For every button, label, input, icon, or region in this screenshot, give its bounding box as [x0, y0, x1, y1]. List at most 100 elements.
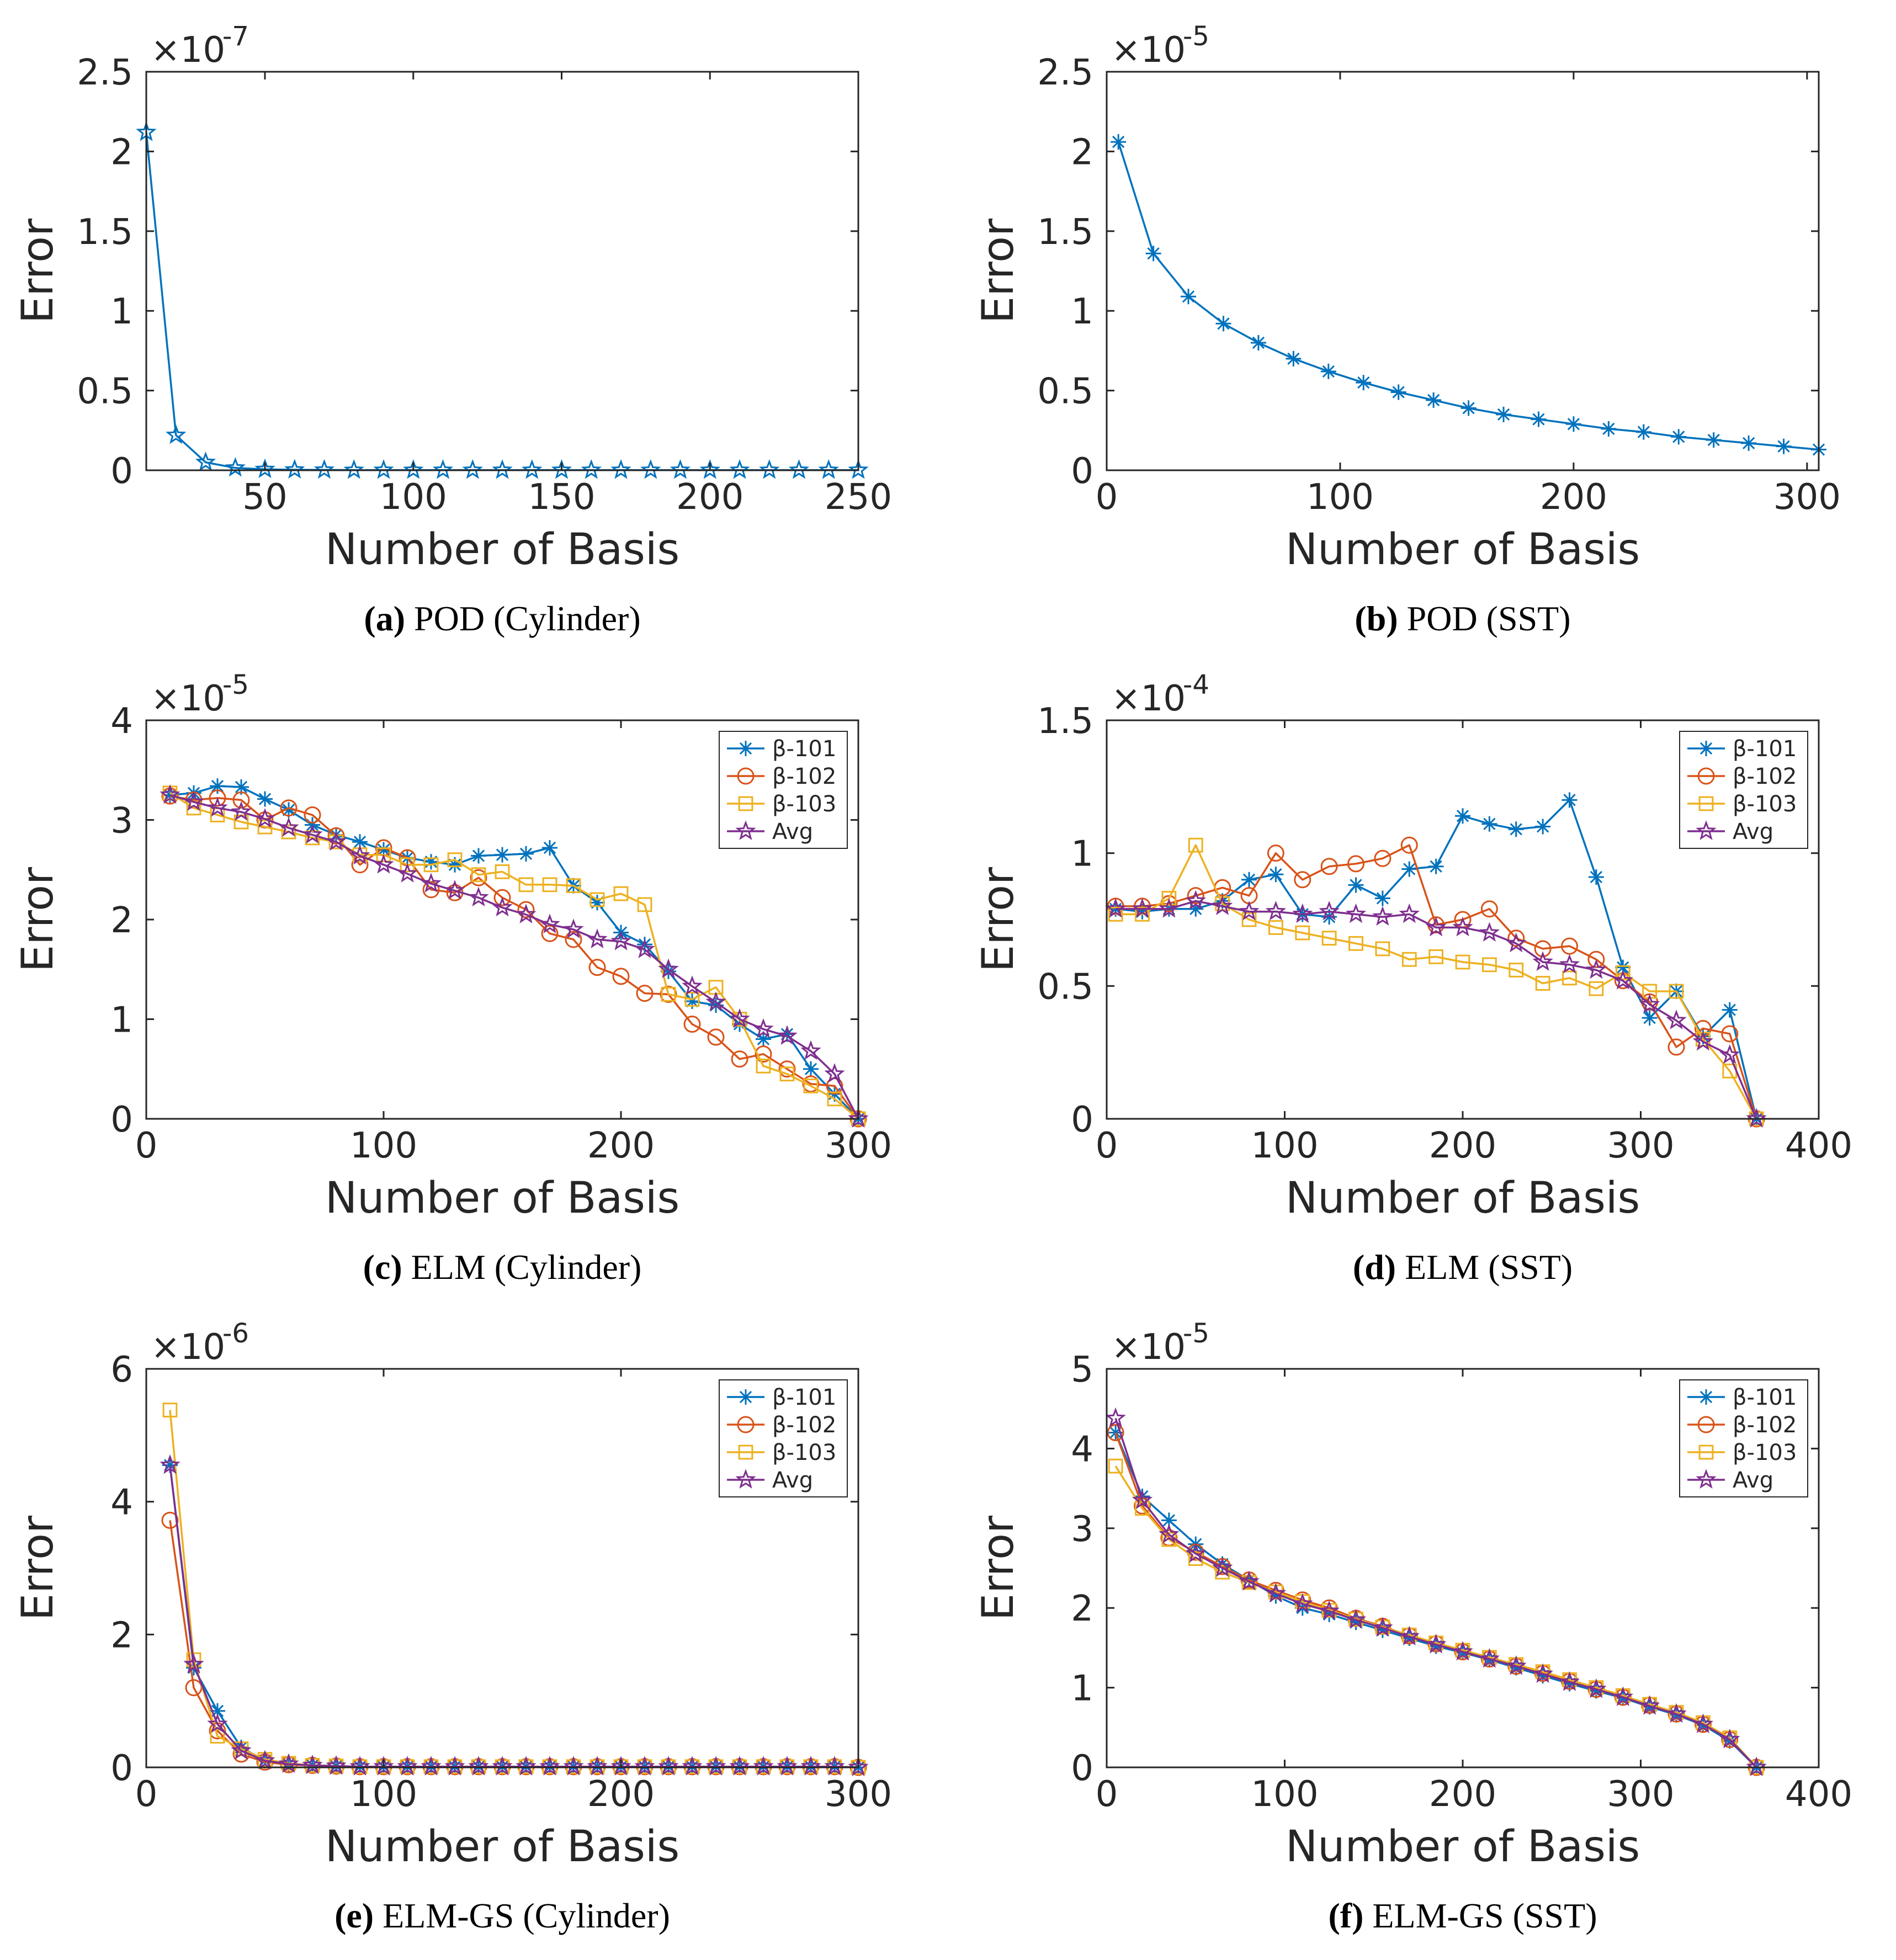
- caption-text: ELM (SST): [1396, 1247, 1573, 1287]
- data-point: [541, 925, 559, 942]
- legend-label: Avg: [1733, 819, 1773, 844]
- data-point: [1321, 931, 1337, 946]
- data-point: [284, 459, 305, 479]
- x-tick-label: 0: [135, 1125, 158, 1166]
- legend-label: Avg: [772, 1468, 813, 1493]
- series-layer: [160, 778, 869, 1128]
- exponent-base: ×10: [151, 1327, 225, 1368]
- data-point: [1531, 411, 1547, 427]
- y-tick-label: 2: [1071, 132, 1093, 173]
- data-point: [1265, 900, 1287, 921]
- data-point: [471, 848, 486, 864]
- data-point: [376, 847, 391, 863]
- legend-marker: [738, 796, 753, 811]
- data-point: [281, 824, 296, 840]
- caption-text: POD (Cylinder): [405, 599, 641, 638]
- data-point: [1559, 1671, 1580, 1691]
- data-point: [373, 459, 394, 479]
- data-point: [1666, 1010, 1687, 1029]
- data-point: [1667, 1038, 1685, 1056]
- series-line: [145, 132, 858, 471]
- caption-letter: (b): [1355, 599, 1398, 638]
- data-point: [1241, 912, 1257, 927]
- y-tick-label: 4: [110, 1483, 133, 1523]
- data-point: [1535, 819, 1551, 835]
- data-point: [373, 854, 394, 874]
- x-tick-label: 300: [1773, 477, 1841, 518]
- data-point: [304, 806, 321, 824]
- data-point: [1135, 906, 1150, 922]
- data-point: [1506, 1655, 1527, 1675]
- series-layer: [1105, 792, 1767, 1128]
- series: [1108, 1425, 1765, 1775]
- data-point: [1455, 808, 1470, 824]
- exponent-base: ×10: [1111, 1327, 1186, 1368]
- data-point: [587, 1756, 608, 1776]
- data-point: [1719, 1728, 1740, 1749]
- data-point: [302, 1754, 323, 1775]
- data-point: [1292, 903, 1313, 923]
- plot-frame: [145, 71, 859, 471]
- data-point: [1694, 1019, 1712, 1037]
- series: [1111, 134, 1826, 458]
- series-line: [1116, 844, 1757, 1119]
- data-point: [1265, 1582, 1287, 1603]
- data-point: [257, 819, 273, 835]
- y-axis-label: Error: [974, 218, 1023, 323]
- data-point: [1185, 1543, 1206, 1563]
- data-point: [1479, 922, 1500, 942]
- legend-marker: [735, 820, 756, 840]
- y-tick-label: 1: [1071, 834, 1093, 875]
- data-point: [447, 852, 463, 868]
- data-point: [1239, 1570, 1260, 1591]
- data-point: [729, 459, 750, 479]
- data-point: [1108, 1458, 1123, 1474]
- legend-marker: [1698, 796, 1714, 811]
- data-point: [1455, 954, 1470, 970]
- x-tick-label: 200: [587, 1774, 655, 1815]
- data-point: [565, 931, 582, 948]
- data-point: [349, 1756, 370, 1776]
- x-tick-label: 300: [825, 1125, 892, 1166]
- data-point: [160, 1454, 180, 1474]
- y-axis-label: Error: [13, 218, 63, 323]
- data-point: [423, 854, 439, 870]
- data-point: [343, 459, 364, 479]
- data-point: [278, 817, 299, 837]
- x-tick-label: 200: [676, 477, 743, 518]
- data-point: [1692, 1713, 1714, 1733]
- y-tick-label: 3: [1071, 1509, 1093, 1550]
- data-point: [684, 992, 700, 1007]
- data-point: [1532, 1663, 1553, 1683]
- legend-label: β-102: [772, 764, 836, 789]
- data-point: [160, 784, 180, 804]
- data-point: [1507, 929, 1525, 947]
- data-point: [444, 1756, 465, 1776]
- tick-layer: 50 100 150 200 250 0 0.5 1 1.5 2 2.5: [77, 52, 892, 518]
- data-point: [729, 1008, 750, 1028]
- legend-marker: [738, 1444, 753, 1460]
- series-line: [1116, 844, 1757, 1119]
- x-axis-label: Number of Basis: [1286, 1822, 1640, 1872]
- exponent-power: -5: [1183, 21, 1209, 52]
- data-point: [1481, 816, 1497, 832]
- data-point: [1105, 1407, 1126, 1427]
- data-point: [1706, 432, 1722, 448]
- data-point: [1345, 1609, 1367, 1629]
- legend-label: β-101: [1733, 736, 1797, 762]
- data-point: [682, 975, 703, 995]
- plot-frame: [1106, 71, 1820, 471]
- data-point: [658, 958, 679, 979]
- legend-marker: [737, 767, 755, 785]
- legend-label: β-103: [772, 792, 836, 817]
- y-tick-label: 5: [1071, 1350, 1093, 1390]
- data-point: [1108, 906, 1123, 922]
- data-point: [161, 1511, 179, 1529]
- panel-caption: (c) ELM (Cylinder): [363, 1247, 642, 1287]
- data-point: [759, 459, 780, 479]
- y-tick-label: 1: [110, 1000, 133, 1041]
- data-point: [280, 799, 298, 817]
